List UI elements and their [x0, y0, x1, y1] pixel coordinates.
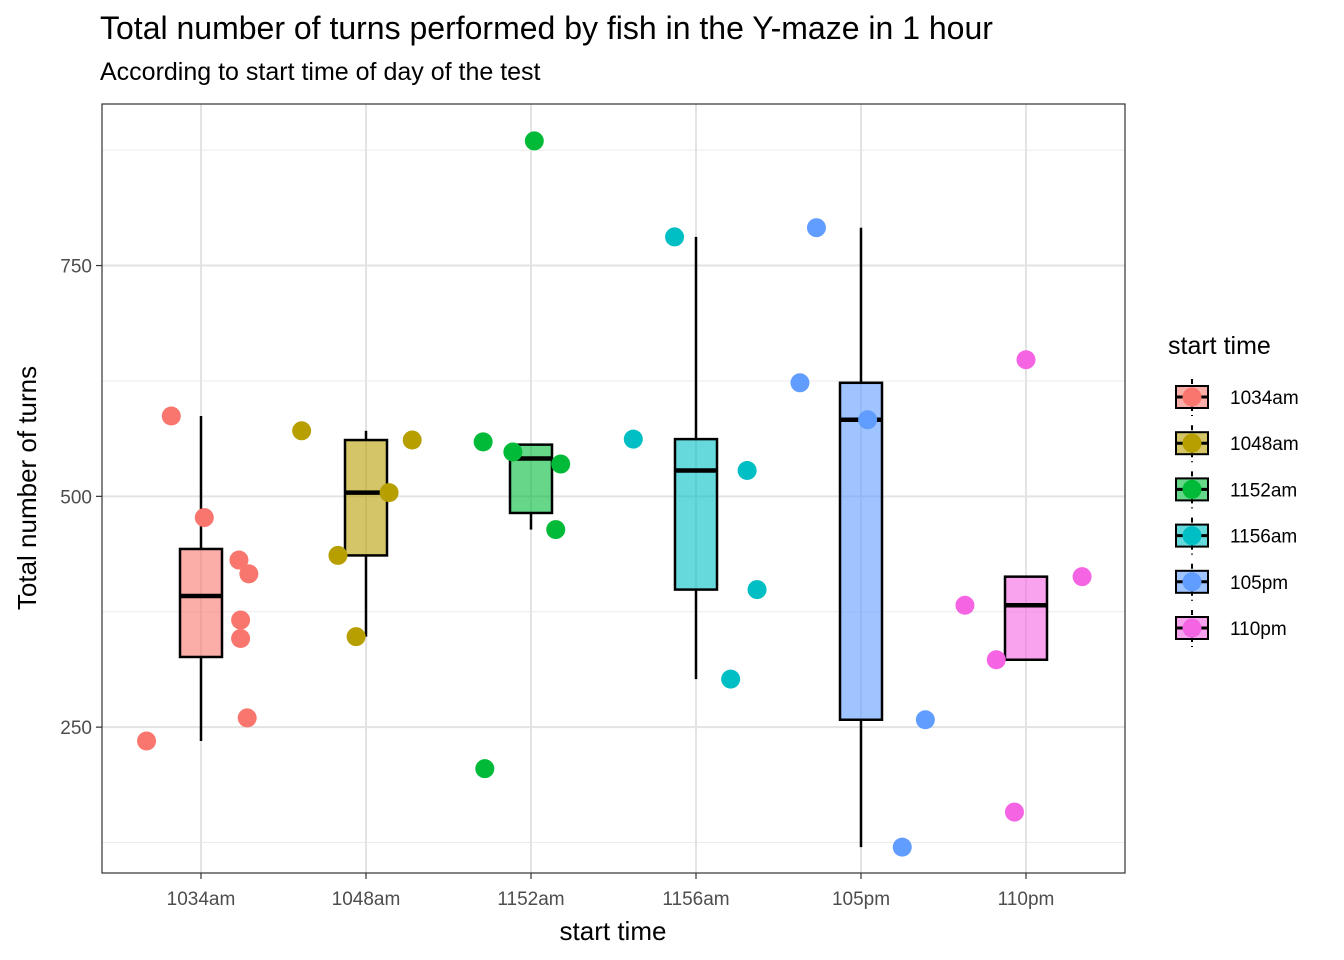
data-point	[955, 595, 975, 615]
legend-title: start time	[1168, 332, 1271, 360]
box	[838, 381, 884, 722]
data-point	[747, 580, 767, 600]
legend-label: 105pm	[1230, 573, 1288, 594]
legend-key-point	[1182, 618, 1202, 638]
data-point	[721, 669, 741, 689]
plot-panel-border	[101, 103, 1126, 874]
data-point	[194, 508, 214, 528]
data-point	[231, 610, 251, 630]
data-point	[623, 429, 643, 449]
data-point	[292, 421, 312, 441]
data-point	[546, 520, 566, 540]
chart-title: Total number of turns performed by fish …	[100, 10, 993, 46]
data-point	[806, 218, 826, 238]
x-tick-label: 110pm	[998, 889, 1055, 910]
legend-key-point	[1182, 433, 1202, 453]
x-tick-label: 1156am	[662, 889, 729, 910]
y-tick-label: 500	[60, 487, 92, 508]
legend-key-point	[1182, 526, 1202, 546]
data-point	[379, 483, 399, 503]
legend-key-point	[1182, 479, 1202, 499]
y-tick-label: 250	[60, 718, 92, 739]
y-tick-label: 750	[60, 257, 92, 278]
data-point	[328, 545, 348, 565]
legend-label: 1034am	[1230, 388, 1299, 409]
x-tick-label: 105pm	[832, 889, 890, 910]
data-point	[1016, 350, 1036, 370]
x-tick-label: 1048am	[332, 889, 401, 910]
data-point	[346, 627, 366, 647]
data-point	[551, 454, 571, 474]
data-point	[503, 442, 523, 462]
data-point	[161, 406, 181, 426]
chart-subtitle: According to start time of day of the te…	[100, 58, 541, 86]
data-point	[524, 131, 544, 151]
legend-label: 110pm	[1230, 619, 1287, 640]
box	[178, 547, 224, 659]
data-point	[1072, 567, 1092, 587]
data-point	[1004, 802, 1024, 822]
data-point	[790, 373, 810, 393]
points-layer	[137, 131, 1092, 857]
data-point	[237, 708, 257, 728]
data-point	[229, 550, 249, 570]
x-tick-label: 1034am	[167, 889, 236, 910]
legend-label: 1048am	[1230, 434, 1299, 455]
box	[673, 437, 719, 591]
data-point	[137, 731, 157, 751]
plot-panel	[102, 104, 1125, 873]
box	[343, 438, 389, 557]
legend-key-point	[1182, 572, 1202, 592]
data-point	[915, 710, 935, 730]
y-axis-title: Total number of turns	[12, 366, 42, 610]
legend-label: 1152am	[1230, 480, 1297, 501]
data-point	[239, 564, 259, 584]
legend-key-point	[1182, 387, 1202, 407]
legend-label: 1156am	[1230, 527, 1297, 548]
data-point	[986, 650, 1006, 670]
data-point	[402, 430, 422, 450]
data-point	[858, 410, 878, 430]
x-axis-title: start time	[560, 916, 667, 946]
legend: 1034am 1048am 1152am 1156am 105pm 110pm	[1175, 379, 1299, 647]
data-point	[231, 629, 251, 649]
data-point	[737, 460, 757, 480]
data-point	[473, 432, 493, 452]
x-tick-label: 1152am	[497, 889, 564, 910]
box	[1003, 575, 1049, 661]
data-point	[892, 837, 912, 857]
axes-layer: 250 500 750 1034am 1048am 1152am 1156am 105pm 11…	[60, 257, 1054, 910]
boxes-layer	[178, 227, 1049, 848]
data-point	[475, 759, 495, 779]
data-point	[665, 227, 685, 247]
